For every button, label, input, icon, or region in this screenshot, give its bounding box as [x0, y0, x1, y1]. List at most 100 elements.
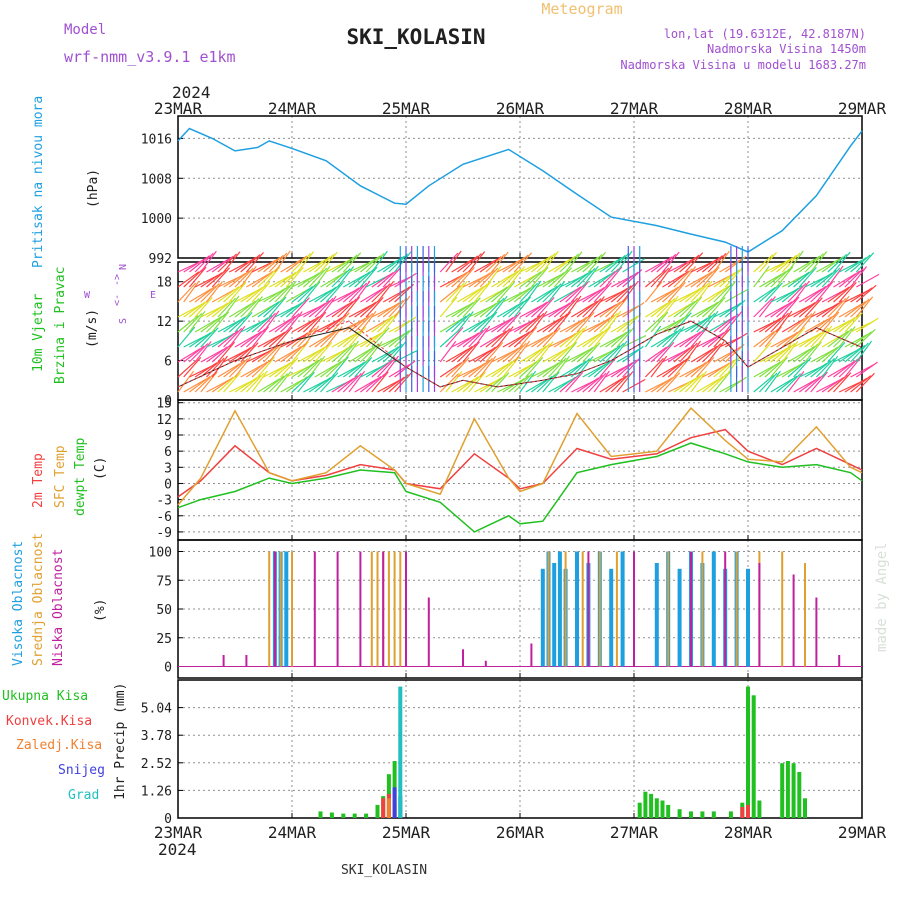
cloud-high-bar [540, 568, 545, 667]
wind-barb [530, 299, 552, 318]
ytick-label: 3 [164, 461, 172, 476]
wind-barb [331, 268, 351, 288]
wind-barb [456, 311, 474, 333]
wind-barb [228, 303, 252, 318]
wind-barb [810, 371, 828, 393]
wind-barb [485, 286, 508, 303]
wind-barb [559, 286, 582, 303]
wind-barb [371, 359, 393, 378]
wind-barb [360, 255, 381, 273]
wind-barb [451, 302, 474, 318]
wind-barb [662, 372, 681, 393]
wind-barb [753, 330, 775, 348]
wind-barb [308, 267, 328, 288]
wind-barb [690, 304, 715, 318]
wind-barb [245, 296, 263, 318]
wind-barb [223, 360, 245, 378]
wind-ylabel-1: 10m Vjetar [31, 294, 46, 372]
wind-barb [553, 299, 575, 318]
wind-barb [228, 270, 250, 288]
wind-barb [274, 327, 293, 348]
wind-barb [587, 328, 608, 348]
wind-barb [348, 282, 368, 303]
wind-barb [439, 252, 459, 273]
wind-barb [211, 376, 234, 393]
cloud-mid-bar [387, 551, 390, 667]
wind-barb [548, 281, 565, 303]
legend-n: N [118, 264, 129, 270]
wind-barb [308, 311, 327, 333]
wind-barb [234, 333, 258, 348]
wind-barb [542, 371, 560, 393]
wind-barb [314, 265, 331, 288]
wind-barb [650, 355, 668, 378]
pressure-ylabel: Pritisak na nivou mora [31, 96, 46, 268]
precip-frozen-bar [386, 798, 391, 818]
wind-barb [679, 266, 697, 288]
year-top: 2024 [172, 83, 211, 102]
wind-barb [246, 273, 270, 288]
wind-barb [473, 313, 494, 333]
wind-barb [382, 311, 401, 333]
wind-barb [308, 289, 333, 303]
precip-total-bar [757, 800, 762, 818]
wind-barb [821, 355, 839, 378]
wind-barb [610, 318, 634, 333]
ytick-label: 15 [156, 397, 172, 412]
wind-barb [394, 295, 411, 318]
precip-total-bar [803, 798, 807, 818]
wind-barb [838, 347, 862, 363]
wind-barb [679, 342, 698, 363]
wind-barb [456, 288, 481, 303]
wind-barb [536, 329, 558, 348]
wind-barb [690, 282, 710, 303]
wind-barb [280, 280, 297, 303]
cloud-low-legend: Niska Oblacnost [51, 549, 66, 666]
temp2m-legend: 2m Temp [31, 453, 46, 508]
wind-barb [804, 329, 826, 348]
wind-barb [701, 299, 723, 318]
wind-barb [844, 377, 868, 393]
wind-barb [798, 288, 823, 303]
wind-barb [838, 358, 859, 378]
precip-total-bar [791, 763, 796, 818]
wind-barb [274, 282, 294, 303]
wind-barb [285, 267, 304, 288]
cloud-mid-bar [376, 551, 379, 667]
wind-barb [827, 330, 849, 348]
wind-barb [325, 270, 348, 288]
wind-barb [650, 267, 670, 288]
wind-barb [217, 319, 242, 333]
wind-barb [844, 268, 864, 288]
wind-barb [508, 254, 529, 273]
wind-barb [439, 318, 463, 333]
wind-barb [696, 345, 718, 363]
wind-barb [211, 332, 235, 348]
wind-barb [548, 357, 567, 378]
cloud-mid-bar [279, 551, 282, 667]
cloud-high-bar [575, 551, 579, 667]
wind-barb [850, 254, 871, 273]
wind-barb [485, 253, 506, 273]
wind-barb [856, 273, 880, 288]
wind-barb [354, 280, 371, 303]
wind-barb [570, 281, 589, 303]
cloud-high-bar [557, 551, 562, 667]
wind-barb [308, 300, 330, 318]
wind-barb [371, 371, 389, 393]
wind-barb [474, 346, 497, 363]
wind-barb [183, 357, 202, 378]
cloud-low-bar [758, 563, 761, 667]
cloud-mid-bar [393, 551, 396, 667]
wind-barb [439, 329, 460, 348]
wind-barb [263, 331, 286, 348]
wind-barb [827, 374, 848, 393]
wind-barb [291, 341, 309, 363]
wind-barb [263, 310, 280, 333]
wind-barb [793, 345, 815, 363]
precip-ylabel: 1hr Precip (mm) [113, 683, 128, 800]
wind-barb [662, 295, 679, 318]
wind-barb [354, 268, 375, 288]
wind-barb [662, 284, 683, 303]
wind-barb [479, 311, 498, 333]
